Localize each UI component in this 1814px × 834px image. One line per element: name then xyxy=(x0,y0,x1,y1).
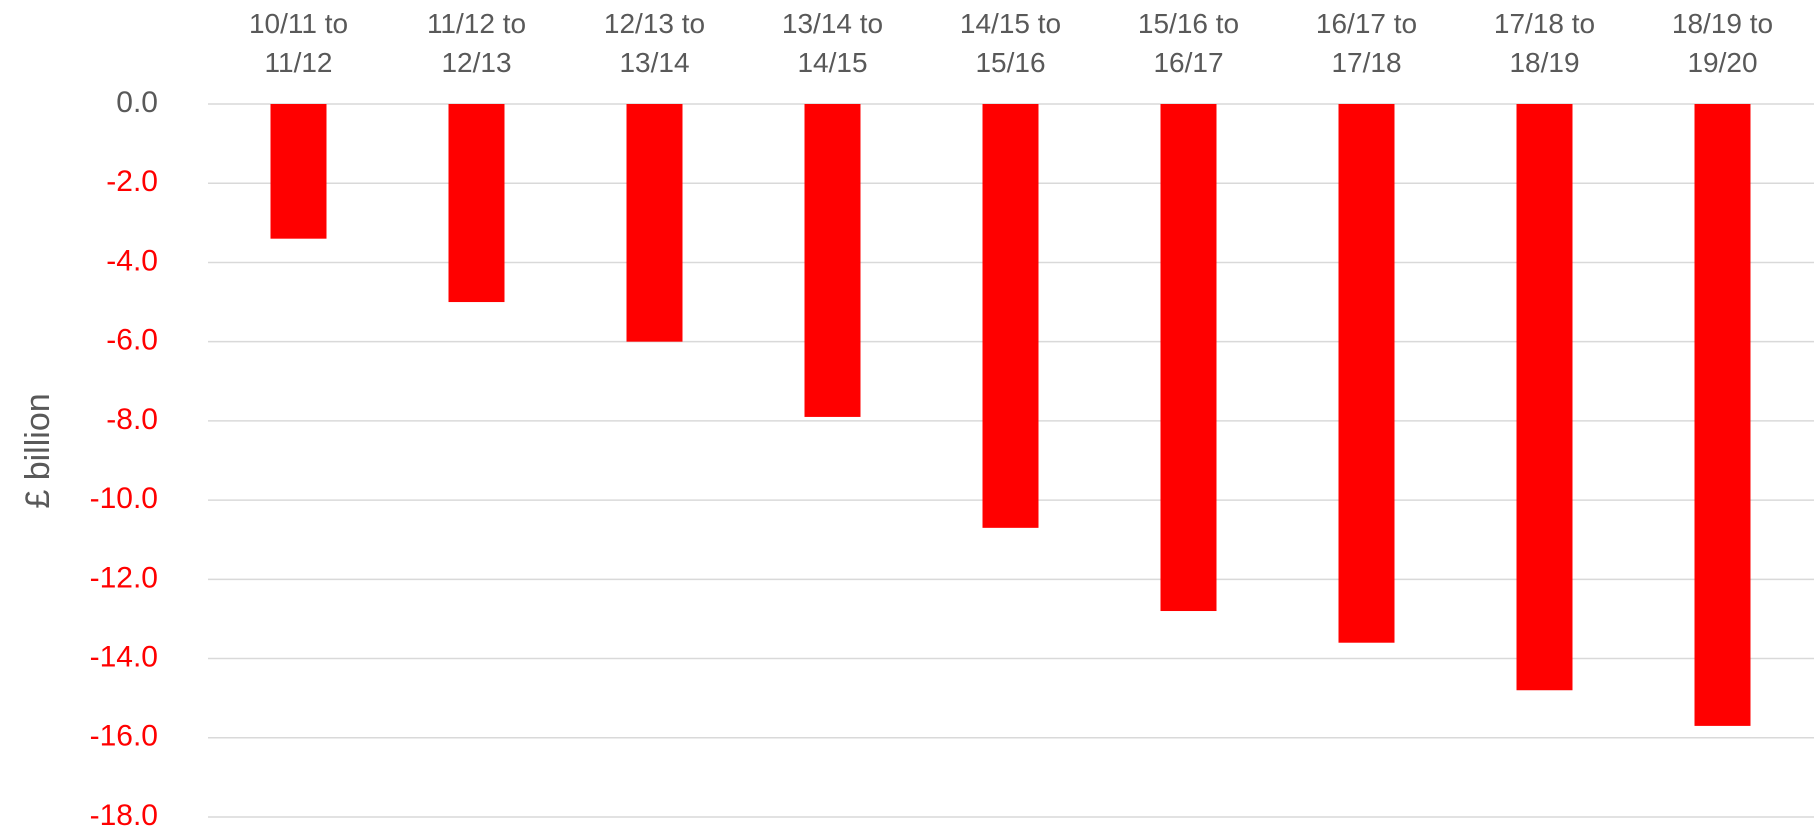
bar xyxy=(448,104,505,303)
bar xyxy=(982,104,1039,528)
bar xyxy=(1516,104,1573,691)
x-tick-label: 10/11 to 11/12 xyxy=(248,8,349,78)
y-tick-label: -18.0 xyxy=(90,799,158,832)
y-tick-label: -6.0 xyxy=(106,324,158,357)
y-tick-label: -10.0 xyxy=(90,482,158,515)
x-tick-label: 18/19 to 19/20 xyxy=(1671,8,1774,78)
bar xyxy=(1160,104,1217,612)
y-tick-label: -12.0 xyxy=(90,561,158,594)
y-tick-label: -16.0 xyxy=(90,720,158,753)
y-tick-label: -4.0 xyxy=(106,244,158,277)
bar xyxy=(1694,104,1751,726)
y-tick-label: -8.0 xyxy=(106,403,158,436)
x-tick-label: 16/17 to 17/18 xyxy=(1315,8,1418,78)
y-axis-label: £ billion xyxy=(19,393,57,508)
y-tick-label: -14.0 xyxy=(90,640,158,673)
bar xyxy=(270,104,327,239)
y-tick-label: 0.0 xyxy=(116,86,158,119)
x-tick-label: 12/13 to 13/14 xyxy=(603,8,706,78)
bar xyxy=(1338,104,1395,643)
x-tick-label: 17/18 to 18/19 xyxy=(1493,8,1596,78)
x-tick-label: 15/16 to 16/17 xyxy=(1137,8,1240,78)
bar xyxy=(626,104,683,342)
y-tick-label: -2.0 xyxy=(106,165,158,198)
x-tick-label: 11/12 to 12/13 xyxy=(426,8,527,78)
bar xyxy=(804,104,861,417)
x-tick-label: 13/14 to 14/15 xyxy=(781,8,884,78)
x-tick-label: 14/15 to 15/16 xyxy=(959,8,1062,78)
